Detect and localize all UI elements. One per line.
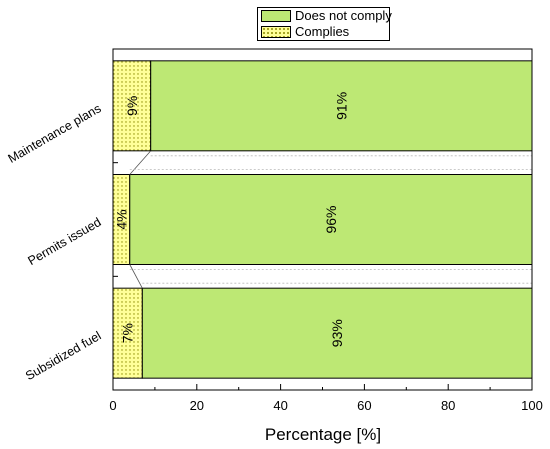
data-label-complies-subsidized-fuel: 7% <box>120 323 136 343</box>
bar-complies-maintenance-plans <box>112 60 152 152</box>
x-tick-label: 0 <box>109 398 116 413</box>
x-tick-label: 80 <box>441 398 455 413</box>
legend-label-does-not-comply: Does not comply <box>295 8 392 23</box>
data-label-complies-permits-issued: 4% <box>113 209 129 229</box>
x-tick-label: 20 <box>190 398 204 413</box>
plot-area: 9% 91% Maintenance plans 4% 96% Permits issue… <box>6 48 543 413</box>
connector-line <box>129 150 152 175</box>
category-label-permits-issued: Permits issued <box>25 215 103 268</box>
data-label-does-not-comply-subsidized-fuel: 93% <box>329 319 345 347</box>
x-tick-label: 60 <box>357 398 371 413</box>
bar-does-not-comply-permits-issued <box>129 174 533 265</box>
legend: Does not comply Complies <box>257 7 392 41</box>
data-label-complies-maintenance-plans: 9% <box>124 96 140 116</box>
x-tick-label: 40 <box>273 398 287 413</box>
x-axis-label: Percentage [%] <box>265 425 381 444</box>
legend-swatch-does-not-comply <box>261 10 291 22</box>
data-label-does-not-comply-permits-issued: 96% <box>323 205 339 233</box>
bar-does-not-comply-maintenance-plans <box>150 60 533 152</box>
legend-swatch-complies <box>261 26 291 38</box>
x-tick-label: 100 <box>521 398 543 413</box>
legend-item-complies: Complies <box>258 24 389 40</box>
category-label-subsidized-fuel: Subsidized fuel <box>23 329 103 384</box>
connector-line <box>129 264 143 289</box>
bar-does-not-comply-subsidized-fuel <box>141 287 533 379</box>
legend-item-does-not-comply: Does not comply <box>258 8 392 24</box>
category-label-maintenance-plans: Maintenance plans <box>6 101 104 166</box>
data-label-does-not-comply-maintenance-plans: 91% <box>333 92 349 120</box>
legend-label-complies: Complies <box>295 24 350 39</box>
